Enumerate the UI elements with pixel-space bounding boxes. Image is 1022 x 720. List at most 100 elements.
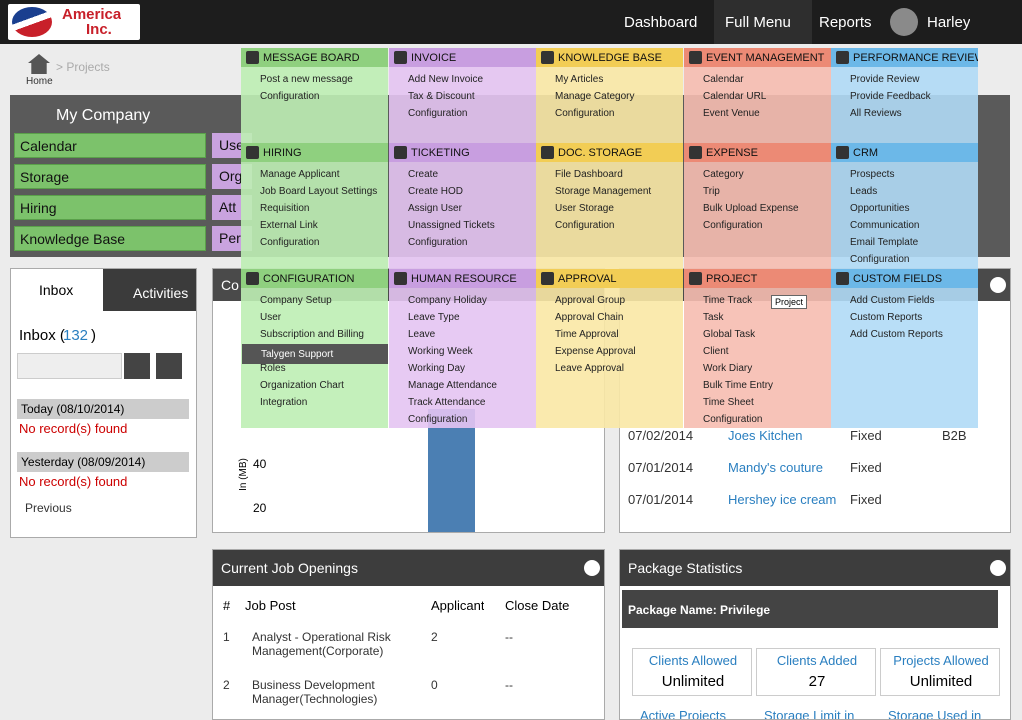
- menu-header[interactable]: APPROVAL: [536, 269, 683, 288]
- menu-item[interactable]: Add New Invoice: [408, 74, 484, 85]
- menu-item[interactable]: Manage Applicant: [260, 169, 340, 180]
- menu-item[interactable]: Configuration: [850, 254, 910, 265]
- menu-header[interactable]: CONFIGURATION: [241, 269, 388, 288]
- menu-item[interactable]: Working Day: [408, 363, 466, 374]
- menu-item[interactable]: Storage Management: [555, 186, 652, 197]
- menu-item[interactable]: Create HOD: [408, 186, 464, 197]
- menu-item[interactable]: Client: [703, 346, 729, 357]
- menu-header[interactable]: EVENT MANAGEMENT: [684, 48, 831, 67]
- project-link[interactable]: Mandy's couture: [728, 460, 823, 475]
- menu-item[interactable]: Requisition: [260, 203, 310, 214]
- project-link[interactable]: Hershey ice cream: [728, 492, 837, 507]
- menu-item[interactable]: Time Sheet: [703, 397, 754, 408]
- close-button[interactable]: [990, 277, 1006, 293]
- tile[interactable]: Calendar: [14, 133, 206, 158]
- menu-header[interactable]: INVOICE: [389, 48, 536, 67]
- breadcrumb-home[interactable]: Home: [26, 76, 53, 87]
- menu-item[interactable]: Leads: [850, 186, 878, 197]
- tab[interactable]: Activities: [103, 269, 196, 311]
- menu-item[interactable]: Configuration: [260, 237, 320, 248]
- menu-item[interactable]: Calendar: [703, 74, 744, 85]
- menu-item[interactable]: Talygen Support: [242, 344, 388, 364]
- avatar[interactable]: [890, 8, 918, 36]
- menu-item[interactable]: Event Venue: [703, 108, 760, 119]
- menu-header[interactable]: TICKETING: [389, 143, 536, 162]
- menu-header[interactable]: DOC. STORAGE: [536, 143, 683, 162]
- menu-item[interactable]: Prospects: [850, 169, 895, 180]
- menu-header[interactable]: HIRING: [241, 143, 388, 162]
- menu-item[interactable]: Add Custom Fields: [850, 295, 935, 306]
- menu-header[interactable]: CRM: [831, 143, 978, 162]
- menu-item[interactable]: Job Board Layout Settings: [260, 186, 378, 197]
- menu-item[interactable]: Provide Review: [850, 74, 920, 85]
- menu-item[interactable]: Approval Chain: [555, 312, 624, 323]
- menu-item[interactable]: Bulk Upload Expense: [703, 203, 799, 214]
- menu-header[interactable]: HUMAN RESOURCE: [389, 269, 536, 288]
- menu-item[interactable]: Manage Attendance: [408, 380, 497, 391]
- menu-item[interactable]: Integration: [260, 397, 308, 408]
- tab[interactable]: Inbox: [11, 269, 103, 311]
- logo[interactable]: [8, 4, 140, 40]
- menu-item[interactable]: Configuration: [555, 108, 615, 119]
- menu-item[interactable]: Organization Chart: [260, 380, 344, 391]
- menu-item[interactable]: Configuration: [703, 220, 763, 231]
- menu-header[interactable]: PERFORMANCE REVIEW: [831, 48, 978, 67]
- menu-item[interactable]: Approval Group: [555, 295, 626, 306]
- menu-item[interactable]: Custom Reports: [850, 312, 923, 323]
- project-link[interactable]: Joes Kitchen: [728, 428, 803, 443]
- menu-item[interactable]: Configuration: [555, 220, 615, 231]
- nav-item[interactable]: Reports: [819, 14, 872, 31]
- menu-item[interactable]: Assign User: [408, 203, 462, 214]
- menu-item[interactable]: Opportunities: [850, 203, 910, 214]
- previous-link[interactable]: Previous: [25, 501, 72, 515]
- menu-item[interactable]: Working Week: [408, 346, 473, 357]
- close-button[interactable]: [990, 560, 1006, 576]
- menu-item[interactable]: Add Custom Reports: [850, 329, 943, 340]
- nav-user[interactable]: Harley: [927, 14, 971, 31]
- close-button[interactable]: [584, 560, 600, 576]
- menu-item[interactable]: Roles: [260, 363, 286, 374]
- menu-item[interactable]: Configuration: [408, 108, 468, 119]
- menu-item[interactable]: Tax & Discount: [408, 91, 475, 102]
- tile[interactable]: Storage: [14, 164, 206, 189]
- search-box[interactable]: [17, 353, 122, 379]
- menu-item[interactable]: Leave: [408, 329, 436, 340]
- menu-item[interactable]: Time Approval: [555, 329, 619, 340]
- menu-item[interactable]: Calendar URL: [703, 91, 767, 102]
- menu-item[interactable]: Track Attendance: [408, 397, 486, 408]
- menu-item[interactable]: Configuration: [408, 237, 468, 248]
- menu-item[interactable]: Communication: [850, 220, 920, 231]
- menu-item[interactable]: Email Template: [850, 237, 919, 248]
- nav-item[interactable]: Full Menu: [725, 14, 791, 31]
- menu-item[interactable]: All Reviews: [850, 108, 902, 119]
- menu-header[interactable]: KNOWLEDGE BASE: [536, 48, 683, 67]
- nav-item[interactable]: Dashboard: [624, 14, 698, 31]
- menu-item[interactable]: Time Track: [703, 295, 753, 306]
- menu-header[interactable]: CUSTOM FIELDS: [831, 269, 978, 288]
- menu-item[interactable]: Subscription and Billing: [260, 329, 364, 340]
- menu-item[interactable]: Trip: [703, 186, 720, 197]
- menu-item[interactable]: Provide Feedback: [850, 91, 931, 102]
- menu-item[interactable]: User: [260, 312, 282, 323]
- menu-item[interactable]: Category: [703, 169, 744, 180]
- calendar-button[interactable]: [124, 353, 150, 379]
- menu-item[interactable]: Post a new message: [260, 74, 353, 85]
- menu-item[interactable]: File Dashboard: [555, 169, 623, 180]
- menu-header[interactable]: PROJECT: [684, 269, 831, 288]
- menu-item[interactable]: External Link: [260, 220, 318, 231]
- tile[interactable]: Hiring: [14, 195, 206, 220]
- menu-item[interactable]: Expense Approval: [555, 346, 636, 357]
- menu-item[interactable]: Manage Category: [555, 91, 635, 102]
- menu-item[interactable]: Unassigned Tickets: [408, 220, 495, 231]
- menu-header[interactable]: MESSAGE BOARD: [241, 48, 388, 67]
- menu-item[interactable]: Company Holiday: [408, 295, 487, 306]
- menu-item[interactable]: Configuration: [703, 414, 763, 425]
- search-button[interactable]: [156, 353, 182, 379]
- menu-item[interactable]: Leave Type: [408, 312, 460, 323]
- menu-item[interactable]: User Storage: [555, 203, 614, 214]
- menu-item[interactable]: Bulk Time Entry: [703, 380, 774, 391]
- menu-item[interactable]: Create: [408, 169, 439, 180]
- menu-item[interactable]: Work Diary: [703, 363, 753, 374]
- menu-item[interactable]: Global Task: [703, 329, 756, 340]
- menu-item[interactable]: Company Setup: [260, 295, 332, 306]
